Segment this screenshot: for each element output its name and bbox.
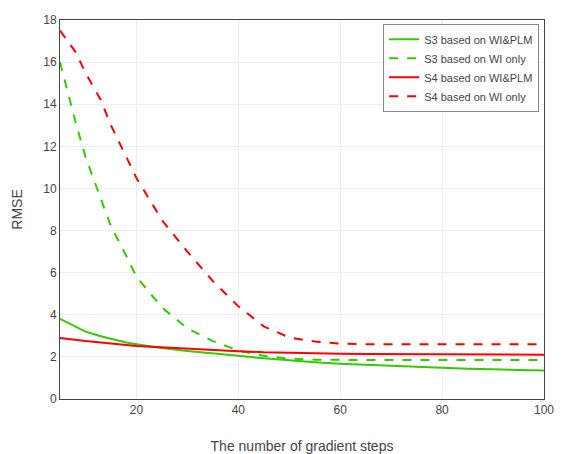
svg-text:S4 based on WI only: S4 based on WI only [424,91,526,103]
svg-text:60: 60 [334,403,348,417]
svg-text:20: 20 [130,403,144,417]
svg-text:0: 0 [50,392,57,406]
svg-text:80: 80 [435,403,449,417]
svg-text:4: 4 [50,308,57,322]
svg-text:16: 16 [43,55,57,69]
svg-text:18: 18 [43,13,57,27]
svg-text:6: 6 [50,266,57,280]
svg-text:100: 100 [534,403,554,417]
svg-text:S4 based on WI&PLM: S4 based on WI&PLM [424,72,532,84]
svg-text:RMSE: RMSE [9,189,25,229]
svg-text:10: 10 [43,182,57,196]
svg-text:The number of gradient steps: The number of gradient steps [211,438,394,454]
svg-text:S3 based on WI only: S3 based on WI only [424,53,526,65]
svg-text:40: 40 [232,403,246,417]
svg-text:8: 8 [50,224,57,238]
svg-text:2: 2 [50,350,57,364]
svg-text:14: 14 [43,97,57,111]
svg-text:12: 12 [43,140,57,154]
svg-text:S3 based on WI&PLM: S3 based on WI&PLM [424,34,532,46]
